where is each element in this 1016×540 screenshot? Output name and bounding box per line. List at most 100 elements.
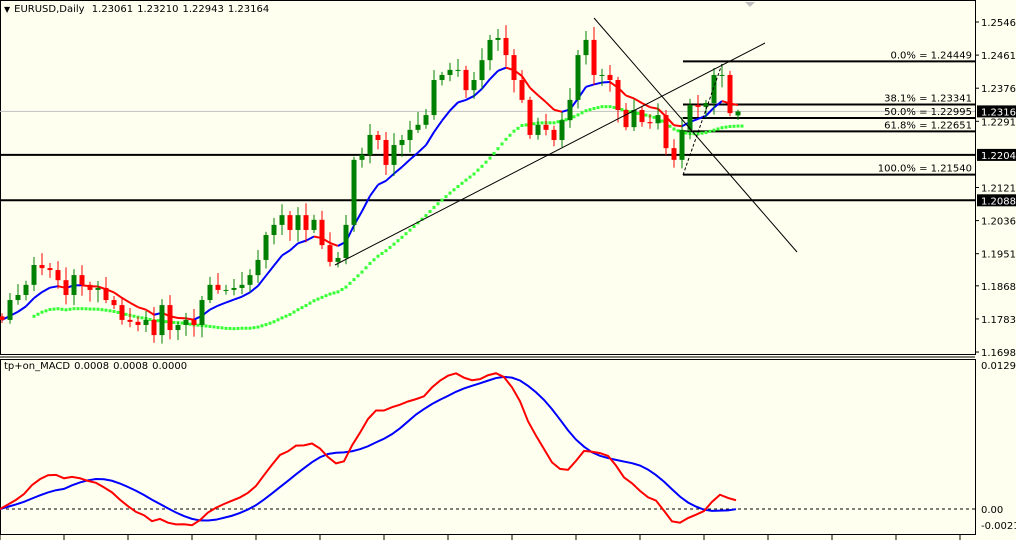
candle[interactable] <box>311 214 317 234</box>
trendline-resistance[interactable] <box>593 17 798 253</box>
candle[interactable] <box>279 204 285 236</box>
candle[interactable] <box>519 70 525 103</box>
candle[interactable] <box>103 277 109 304</box>
candle[interactable] <box>719 64 725 88</box>
candle[interactable] <box>127 308 133 328</box>
candle[interactable] <box>167 295 173 340</box>
candle[interactable] <box>423 109 429 129</box>
candle[interactable] <box>239 272 245 295</box>
candle[interactable] <box>223 284 229 295</box>
candle[interactable] <box>151 307 157 343</box>
candle[interactable] <box>647 114 653 129</box>
candle[interactable] <box>79 265 85 296</box>
candle[interactable] <box>455 58 461 77</box>
candle[interactable] <box>615 76 621 123</box>
candle[interactable] <box>231 279 237 296</box>
candle[interactable] <box>591 27 597 86</box>
candle[interactable] <box>567 88 573 128</box>
candle[interactable] <box>735 109 741 121</box>
long-ma-dot <box>484 160 488 164</box>
candle[interactable] <box>87 281 93 302</box>
candle[interactable] <box>375 130 381 150</box>
candle[interactable] <box>407 120 413 153</box>
candle[interactable] <box>247 269 253 292</box>
candle[interactable] <box>415 111 421 133</box>
candle[interactable] <box>367 124 373 164</box>
candle[interactable] <box>7 293 13 324</box>
candle[interactable] <box>495 29 501 51</box>
candle[interactable] <box>639 105 645 127</box>
candle[interactable] <box>583 30 589 65</box>
candle[interactable] <box>119 297 125 325</box>
candle[interactable] <box>695 95 701 118</box>
candle[interactable] <box>343 214 349 265</box>
candle[interactable] <box>535 117 541 140</box>
candle[interactable] <box>447 62 453 82</box>
candle[interactable] <box>511 49 517 93</box>
candle[interactable] <box>383 132 389 176</box>
candle[interactable] <box>679 117 685 169</box>
candle[interactable] <box>711 67 717 115</box>
candle[interactable] <box>623 102 629 131</box>
candle[interactable] <box>135 316 141 332</box>
candle[interactable] <box>95 280 101 303</box>
candle[interactable] <box>215 272 221 294</box>
candle[interactable] <box>551 125 557 147</box>
candle[interactable] <box>63 267 69 305</box>
candle[interactable] <box>111 295 117 309</box>
candle[interactable] <box>23 280 29 301</box>
candle[interactable] <box>359 147 365 168</box>
candle[interactable] <box>663 110 669 156</box>
candle[interactable] <box>503 25 509 67</box>
candle[interactable] <box>255 249 261 283</box>
candle[interactable] <box>439 71 445 86</box>
candle[interactable] <box>559 112 565 147</box>
candle[interactable] <box>327 232 333 267</box>
candle[interactable] <box>55 261 61 289</box>
candle[interactable] <box>431 70 437 120</box>
candle[interactable] <box>727 70 733 117</box>
candle[interactable] <box>471 72 477 99</box>
candle[interactable] <box>575 50 581 109</box>
candle[interactable] <box>271 217 277 245</box>
candle[interactable] <box>487 34 493 71</box>
candle[interactable] <box>295 207 301 242</box>
candle[interactable] <box>351 156 357 232</box>
trendline-support[interactable] <box>334 42 766 266</box>
long-ma-dot <box>728 124 732 128</box>
candle[interactable] <box>175 321 181 341</box>
candle[interactable] <box>671 139 677 168</box>
candle[interactable] <box>399 134 405 157</box>
candle[interactable] <box>71 269 77 306</box>
candle[interactable] <box>0 313 5 324</box>
candle[interactable] <box>207 276 213 304</box>
candle[interactable] <box>319 210 325 250</box>
trendlines[interactable] <box>334 17 798 266</box>
shift-marker-icon[interactable] <box>745 2 755 7</box>
candle[interactable] <box>199 295 205 338</box>
triangle-down-icon[interactable]: ▼ <box>4 5 11 14</box>
candle[interactable] <box>543 113 549 136</box>
candle[interactable] <box>159 299 165 344</box>
candle[interactable] <box>263 231 269 269</box>
candle[interactable] <box>479 48 485 90</box>
candle[interactable] <box>183 312 189 336</box>
candle[interactable] <box>607 65 613 92</box>
candle[interactable] <box>631 99 637 132</box>
candle[interactable] <box>463 65 469 98</box>
candle[interactable] <box>599 68 605 86</box>
candle[interactable] <box>527 96 533 139</box>
candle[interactable] <box>39 253 45 276</box>
candle[interactable] <box>15 284 21 305</box>
candle[interactable] <box>47 263 53 278</box>
candle[interactable] <box>335 251 341 268</box>
candle[interactable] <box>191 308 197 337</box>
candle[interactable] <box>143 310 149 332</box>
candle[interactable] <box>31 257 37 292</box>
candle[interactable] <box>303 203 309 243</box>
candle[interactable] <box>655 103 661 130</box>
candle[interactable] <box>687 98 693 140</box>
candle[interactable] <box>287 211 293 241</box>
candle[interactable] <box>391 133 397 176</box>
